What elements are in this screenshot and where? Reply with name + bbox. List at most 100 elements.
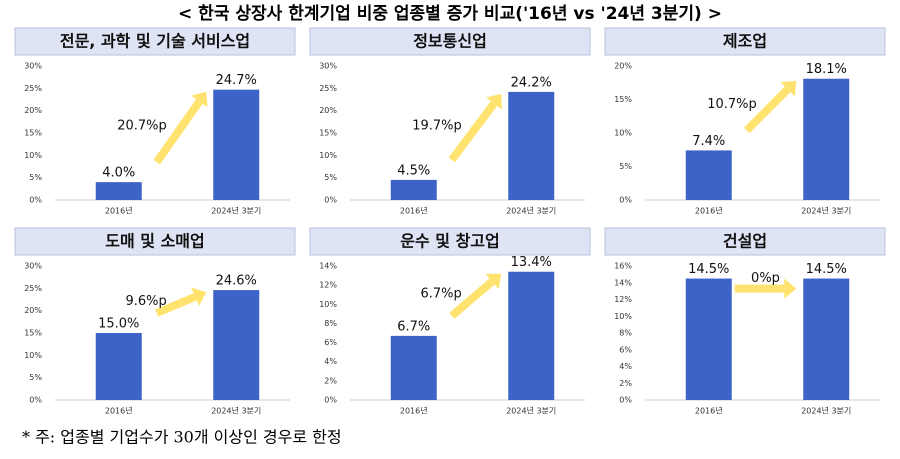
- annotation: 0%p: [751, 271, 780, 286]
- y-tick-label: 8%: [324, 319, 337, 328]
- y-tick-label: 20%: [24, 106, 42, 115]
- x-tick-label: 2024년 3분기: [506, 206, 556, 216]
- bar: [508, 271, 555, 400]
- page-title: < 한국 상장사 한계기업 비중 업종별 증가 비교('16년 vs '24년 …: [178, 4, 722, 24]
- y-tick-label: 12%: [614, 295, 632, 304]
- arrow-shaft: [449, 278, 495, 319]
- x-tick-label: 2024년 3분기: [506, 406, 556, 416]
- panel-title-box: [14, 27, 296, 56]
- y-tick-label: 20%: [24, 306, 42, 315]
- panel-title: 정보통신업: [413, 32, 487, 51]
- bar: [390, 335, 437, 400]
- y-tick-label: 10%: [24, 151, 42, 160]
- y-tick-label: 5%: [324, 173, 337, 182]
- annotation: 19.7%p: [412, 118, 462, 133]
- annotation: 10.7%p: [707, 97, 757, 112]
- arrow-shaft: [155, 293, 197, 317]
- x-tick-label: 2016년: [695, 206, 723, 216]
- y-tick-label: 5%: [29, 173, 42, 182]
- bar: [390, 179, 437, 200]
- arrow-shaft: [743, 86, 791, 134]
- y-tick-label: 2%: [619, 379, 632, 388]
- value-label: 6.7%: [397, 319, 430, 334]
- x-tick-label: 2016년: [400, 406, 428, 416]
- value-label: 14.5%: [806, 262, 847, 277]
- y-tick-label: 5%: [29, 373, 42, 382]
- bar: [95, 333, 142, 400]
- y-tick-label: 4%: [619, 362, 632, 371]
- y-tick-label: 5%: [619, 162, 632, 171]
- y-tick-label: 15%: [24, 329, 42, 338]
- y-tick-label: 14%: [614, 278, 632, 287]
- footnote: * 주: 업종별 기업수가 30개 이상인 경우로 한정: [22, 428, 342, 447]
- bar: [213, 89, 260, 200]
- arrow-head: [780, 80, 797, 97]
- y-tick-label: 0%: [324, 196, 337, 205]
- y-tick-label: 15%: [614, 95, 632, 104]
- arrow-head: [191, 287, 207, 306]
- y-tick-label: 20%: [319, 106, 337, 115]
- annotation: 20.7%p: [117, 118, 167, 133]
- panel-title: 운수 및 창고업: [400, 232, 499, 251]
- y-tick-label: 20%: [614, 62, 632, 71]
- x-tick-label: 2024년 3분기: [801, 206, 851, 216]
- y-tick-label: 10%: [319, 300, 337, 309]
- value-label: 7.4%: [692, 134, 725, 149]
- arrow-head: [485, 273, 502, 290]
- y-tick-label: 0%: [619, 196, 632, 205]
- y-tick-label: 0%: [324, 396, 337, 405]
- y-tick-label: 16%: [614, 262, 632, 271]
- value-label: 13.4%: [511, 255, 552, 270]
- panel-title-box: [14, 227, 296, 256]
- value-label: 24.2%: [511, 75, 552, 90]
- panel-title: 도매 및 소매업: [105, 232, 204, 251]
- y-tick-label: 2%: [324, 376, 337, 385]
- y-tick-label: 14%: [319, 262, 337, 271]
- y-tick-label: 12%: [319, 281, 337, 290]
- y-tick-label: 10%: [614, 312, 632, 321]
- panel-title-box: [309, 27, 591, 56]
- y-tick-label: 10%: [319, 151, 337, 160]
- annotation: 9.6%p: [125, 294, 166, 309]
- x-tick-label: 2016년: [400, 206, 428, 216]
- y-tick-label: 10%: [614, 129, 632, 138]
- arrow-head: [486, 93, 503, 110]
- y-tick-label: 10%: [24, 351, 42, 360]
- y-tick-label: 6%: [324, 338, 337, 347]
- x-tick-label: 2024년 3분기: [211, 406, 261, 416]
- panel-title: 건설업: [723, 232, 767, 251]
- y-tick-label: 15%: [319, 129, 337, 138]
- bar: [685, 150, 732, 200]
- value-label: 18.1%: [806, 62, 847, 77]
- y-tick-label: 0%: [619, 396, 632, 405]
- value-label: 14.5%: [688, 262, 729, 277]
- y-tick-label: 4%: [324, 357, 337, 366]
- panel-title: 전문, 과학 및 기술 서비스업: [60, 32, 250, 51]
- value-label: 24.6%: [216, 274, 257, 289]
- y-tick-label: 30%: [319, 62, 337, 71]
- x-tick-label: 2016년: [695, 406, 723, 416]
- x-tick-label: 2024년 3분기: [211, 206, 261, 216]
- y-tick-label: 25%: [24, 284, 42, 293]
- arrow-shaft: [153, 99, 203, 165]
- y-tick-label: 30%: [24, 262, 42, 271]
- bar: [508, 91, 555, 200]
- y-tick-label: 0%: [29, 196, 42, 205]
- y-tick-label: 0%: [29, 396, 42, 405]
- bar: [803, 278, 850, 400]
- x-tick-label: 2016년: [105, 406, 133, 416]
- arrow-head: [191, 91, 208, 108]
- panel-title-box: [604, 27, 886, 56]
- arrow-head: [784, 278, 797, 299]
- y-tick-label: 30%: [24, 62, 42, 71]
- value-label: 4.0%: [102, 166, 135, 181]
- x-tick-label: 2016년: [105, 206, 133, 216]
- value-label: 4.5%: [397, 163, 430, 178]
- y-tick-label: 15%: [24, 129, 42, 138]
- panel-title-box: [309, 227, 591, 256]
- panel-title-box: [604, 227, 886, 256]
- y-tick-label: 25%: [24, 84, 42, 93]
- panel-title: 제조업: [723, 32, 767, 51]
- x-tick-label: 2024년 3분기: [801, 406, 851, 416]
